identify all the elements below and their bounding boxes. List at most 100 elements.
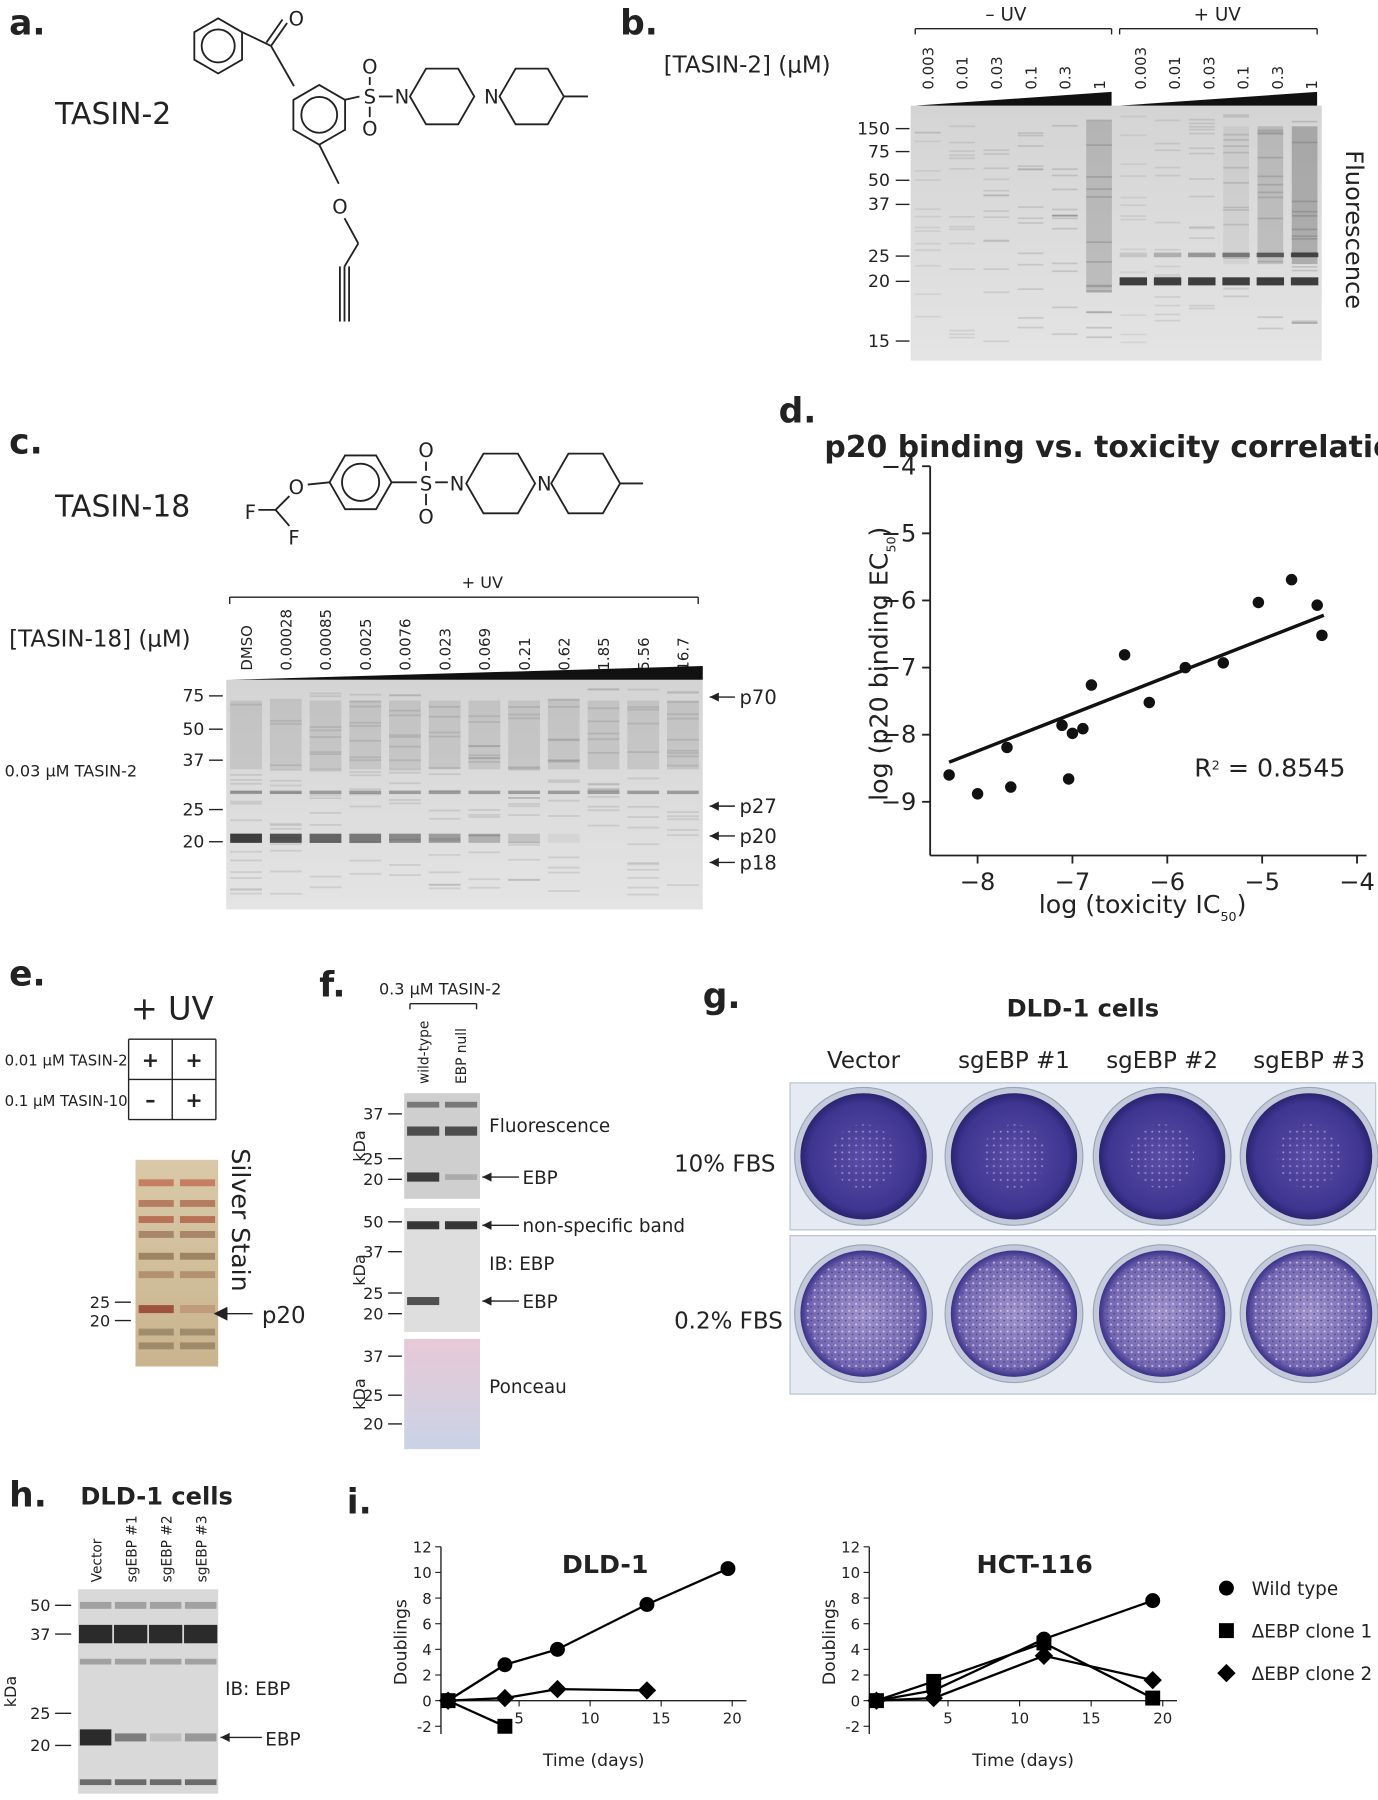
label: DLD-1 cells (1007, 994, 1160, 1022)
marker-label: 37 (363, 1347, 383, 1366)
lane-label: 0.0025 (357, 618, 375, 670)
gel-band (269, 768, 302, 771)
label-part: log (p20 binding EC (865, 553, 894, 801)
gel-band (508, 768, 540, 771)
gel-band (230, 700, 262, 770)
x-tick-label: 20 (1153, 1710, 1172, 1728)
gel-band (667, 690, 699, 693)
gel-band (389, 714, 421, 717)
gel-band (667, 755, 699, 758)
column-label: sgEBP #1 (958, 1048, 1070, 1074)
scatter-point (1001, 741, 1013, 754)
gel-band (389, 771, 421, 774)
gel-band (230, 703, 262, 706)
lane-label: 0.01 (954, 56, 972, 89)
lane-label: 0.3 (1057, 66, 1075, 90)
marker-label: 15 (868, 332, 890, 352)
gel-band (468, 809, 501, 811)
gel-band (587, 751, 620, 754)
gel-band (1086, 119, 1112, 122)
label: + (185, 1048, 202, 1072)
gel-band (627, 868, 660, 871)
gel-band (1222, 252, 1250, 258)
gel-band (914, 170, 941, 172)
gel-band (1120, 333, 1147, 336)
label: + UV (1194, 5, 1242, 26)
gel-band (349, 759, 382, 762)
gel-band (949, 141, 975, 144)
lane-label: sgEBP #1 (124, 1515, 140, 1582)
wedge (1119, 91, 1318, 106)
marker-label: 37 (868, 195, 890, 215)
gel-band (1154, 296, 1181, 298)
gel-band (627, 777, 660, 780)
gel-band (179, 1231, 216, 1238)
gel-band (587, 788, 620, 791)
gel-band (667, 790, 699, 795)
gel-band (149, 1658, 182, 1665)
gel-band (309, 823, 342, 826)
gel-band (184, 1779, 217, 1786)
gel-band (1086, 120, 1112, 293)
gel-band (983, 194, 1010, 197)
y-tick-label: 0 (851, 1692, 860, 1710)
gel-band (230, 773, 262, 776)
gel-band (428, 887, 461, 890)
gel-band (667, 834, 699, 837)
gel-band (1120, 196, 1147, 199)
gel-band (407, 1101, 440, 1108)
series-line (876, 1654, 1153, 1702)
gel-band (468, 834, 501, 837)
gel-band (468, 721, 501, 723)
gel-band (114, 1779, 147, 1786)
gel-band (627, 805, 660, 808)
gel-band (138, 1271, 174, 1279)
gel-band (149, 1733, 182, 1742)
gel-band (1017, 165, 1044, 168)
gel-band (983, 189, 1010, 192)
gel-band (1017, 222, 1044, 224)
gel-band (1017, 168, 1044, 170)
gel-band (1086, 176, 1112, 178)
gel-band (444, 1126, 478, 1136)
y-tick-label: 6 (422, 1615, 431, 1633)
gel-band (1188, 277, 1216, 286)
bond-ring (408, 67, 476, 126)
x-tick-label: 10 (1010, 1710, 1029, 1728)
series-line (448, 1687, 647, 1702)
gel-band (627, 876, 660, 879)
gel-band (1291, 322, 1318, 324)
annotation: R2 = 0.8545 (1194, 753, 1345, 782)
fit-line (948, 613, 1325, 764)
gel-band (1188, 128, 1215, 131)
point (639, 1597, 655, 1612)
gel-band (1017, 326, 1044, 329)
gel-band (389, 694, 421, 697)
gel-band (349, 705, 382, 708)
gel-band (547, 698, 580, 701)
arrow-head (709, 857, 719, 867)
gel-band (1086, 326, 1112, 329)
gel-band (627, 816, 660, 818)
gel-band (983, 194, 1010, 197)
lane-label: DMSO (238, 625, 256, 671)
bond (343, 242, 360, 267)
gel-band (309, 700, 342, 770)
atom: O (332, 196, 347, 219)
well-texture (1104, 1256, 1220, 1372)
gel-band (587, 783, 620, 786)
gel-band (667, 815, 699, 818)
point (926, 1673, 942, 1689)
scatter-point (1285, 573, 1298, 586)
gel-band (1188, 307, 1215, 310)
gel-band (1291, 269, 1318, 272)
y-tick-label: 8 (851, 1590, 860, 1608)
label: 0.3 μM TASIN-2 (379, 979, 501, 998)
gel-band (627, 688, 660, 691)
gel-band (1291, 200, 1318, 203)
gel-band (468, 816, 501, 818)
compound-name: TASIN-18 (54, 490, 190, 525)
gel-band (389, 790, 421, 795)
gel-band (1154, 119, 1181, 122)
gel-band (508, 879, 540, 882)
